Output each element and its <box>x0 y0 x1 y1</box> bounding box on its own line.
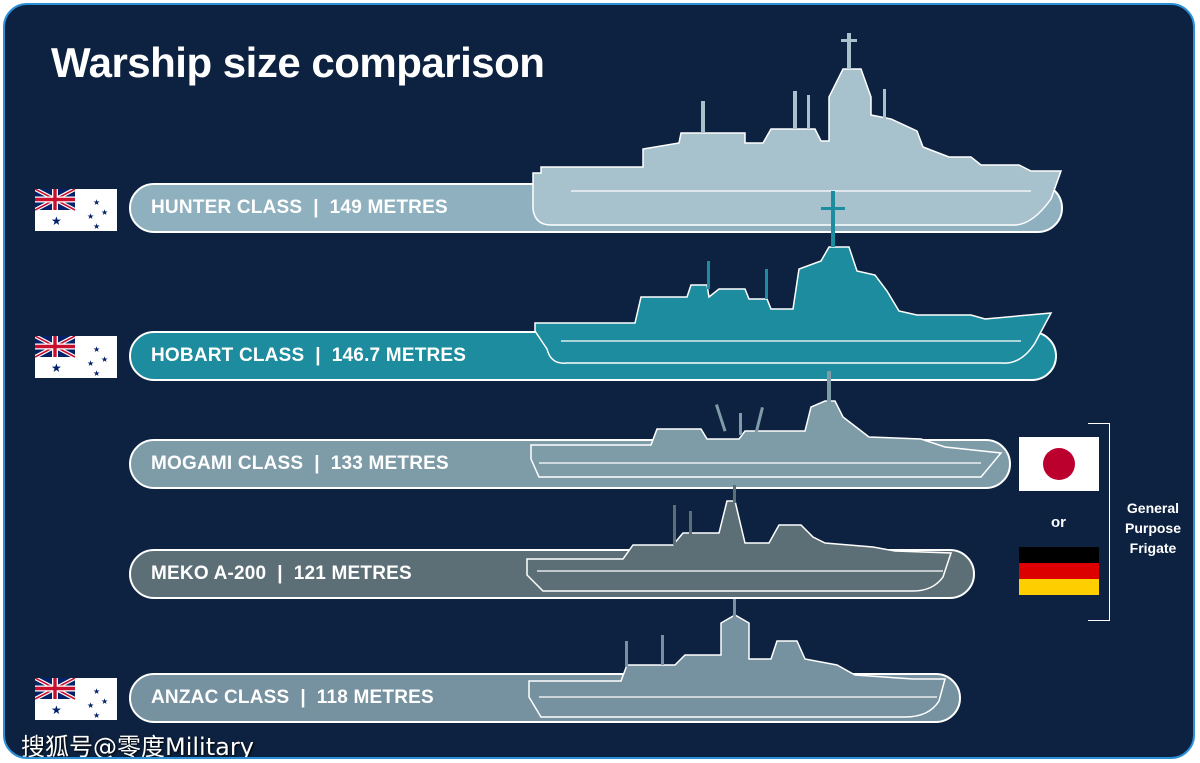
svg-text:★: ★ <box>93 345 100 354</box>
ship-label-meko: MEKO A-200 | 121 METRES <box>151 563 412 584</box>
page-title: Warship size comparison <box>51 39 545 86</box>
svg-text:★: ★ <box>93 198 100 207</box>
infographic-frame: Warship size comparison HUNTER CLASS | 1… <box>3 3 1195 759</box>
germany-flag-icon <box>1019 547 1099 595</box>
svg-text:★: ★ <box>87 359 94 368</box>
hobart-ship-silhouette <box>534 191 1053 364</box>
svg-text:★: ★ <box>101 697 108 706</box>
japan-flag-icon <box>1019 437 1099 491</box>
ship-label-mogami: MOGAMI CLASS | 133 METRES <box>151 453 449 474</box>
frigate-bracket <box>1088 423 1110 621</box>
svg-text:★: ★ <box>93 369 100 378</box>
australia-flag-icon: ★ ★ ★ ★ ★ <box>35 336 117 378</box>
mogami-ship-silhouette <box>530 371 1003 478</box>
svg-text:★: ★ <box>93 222 100 231</box>
australia-flag-icon: ★ ★ ★ ★ ★ <box>35 189 117 231</box>
svg-text:★: ★ <box>87 701 94 710</box>
svg-text:★: ★ <box>101 208 108 217</box>
svg-text:★: ★ <box>51 361 62 375</box>
svg-text:★: ★ <box>51 703 62 717</box>
ship-label-anzac: ANZAC CLASS | 118 METRES <box>151 687 434 708</box>
anzac-ship-silhouette <box>528 599 946 718</box>
svg-text:★: ★ <box>87 212 94 221</box>
watermark: 搜狐号@零度Military <box>21 733 254 759</box>
svg-text:★: ★ <box>101 355 108 364</box>
svg-text:★: ★ <box>93 711 100 720</box>
australia-flag-icon: ★ ★ ★ ★ ★ <box>35 678 117 720</box>
ship-label-hobart: HOBART CLASS | 146.7 METRES <box>151 345 467 366</box>
hunter-ship-silhouette <box>532 33 1063 226</box>
ship-label-hunter: HUNTER CLASS | 149 METRES <box>151 197 448 218</box>
svg-text:★: ★ <box>93 687 100 696</box>
svg-text:★: ★ <box>51 214 62 228</box>
or-label: or <box>1051 514 1066 531</box>
meko-ship-silhouette <box>526 485 953 592</box>
bracket-label: General Purpose Frigate <box>1124 500 1181 556</box>
